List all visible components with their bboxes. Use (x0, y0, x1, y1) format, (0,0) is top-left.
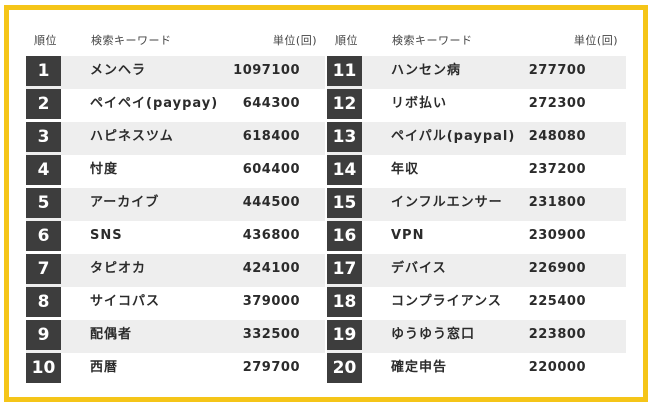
count-value: 379000 (242, 294, 300, 309)
table-row: 10 西暦 279700 (26, 353, 325, 386)
keyword-text: 確定申告 (391, 360, 448, 375)
rank-badge: 7 (26, 254, 61, 284)
count-value: 272300 (528, 96, 586, 111)
count-value: 230900 (528, 228, 586, 243)
rank-badge: 9 (26, 320, 61, 350)
unit-header: 単位(回) (573, 34, 618, 47)
count-value: 225400 (528, 294, 586, 309)
count-value: 237200 (528, 162, 586, 177)
keyword-header: 検索キーワード (392, 34, 473, 47)
keyword-text: SNS (90, 228, 123, 243)
rows-right: 11 ハンセン病 277700 12 リボ払い 272300 13 ペイパル(paypal) 2… (327, 56, 626, 386)
table-header: 順位 検索キーワード 単位(回) (327, 27, 626, 56)
ranking-frame: 順位 検索キーワード 単位(回) 1 メンヘラ 1097100 2 ペイペイ(paypa… (4, 5, 648, 402)
keyword-text: 忖度 (90, 162, 119, 177)
rank-badge: 12 (327, 89, 362, 119)
count-value: 220000 (528, 360, 586, 375)
rank-badge: 10 (26, 353, 61, 383)
keyword-text: ハンセン病 (391, 63, 462, 78)
table-row: 19 ゆうゆう窓口 223800 (327, 320, 626, 353)
keyword-text: VPN (391, 228, 425, 243)
rank-badge: 5 (26, 188, 61, 218)
table-header: 順位 検索キーワード 単位(回) (26, 27, 325, 56)
table-row: 1 メンヘラ 1097100 (26, 56, 325, 89)
table-row: 16 VPN 230900 (327, 221, 626, 254)
table-row: 15 インフルエンサー 231800 (327, 188, 626, 221)
keyword-text: タピオカ (90, 261, 147, 276)
table-row: 4 忖度 604400 (26, 155, 325, 188)
rank-badge: 6 (26, 221, 61, 251)
keyword-text: 配偶者 (90, 327, 133, 342)
count-value: 644300 (242, 96, 300, 111)
count-value: 223800 (528, 327, 586, 342)
keyword-text: 年収 (391, 162, 420, 177)
table-row: 6 SNS 436800 (26, 221, 325, 254)
unit-header: 単位(回) (272, 34, 317, 47)
count-value: 444500 (242, 195, 300, 210)
keyword-text: サイコパス (90, 294, 161, 309)
ranking-panel-left: 順位 検索キーワード 単位(回) 1 メンヘラ 1097100 2 ペイペイ(paypa… (26, 27, 325, 386)
rank-badge: 20 (327, 353, 362, 383)
keyword-text: ペイペイ(paypay) (90, 96, 219, 111)
table-row: 17 デバイス 226900 (327, 254, 626, 287)
table-row: 5 アーカイブ 444500 (26, 188, 325, 221)
count-value: 618400 (242, 129, 300, 144)
keyword-text: デバイス (391, 261, 447, 276)
keyword-header: 検索キーワード (91, 34, 172, 47)
rank-badge: 11 (327, 56, 362, 86)
table-row: 14 年収 237200 (327, 155, 626, 188)
rank-badge: 17 (327, 254, 362, 284)
table-row: 11 ハンセン病 277700 (327, 56, 626, 89)
keyword-text: ゆうゆう窓口 (391, 327, 476, 342)
count-value: 1097100 (233, 63, 300, 78)
count-value: 231800 (528, 195, 586, 210)
table-row: 20 確定申告 220000 (327, 353, 626, 386)
keyword-text: コンプライアンス (391, 294, 502, 309)
table-row: 7 タピオカ 424100 (26, 254, 325, 287)
table-row: 3 ハピネスツム 618400 (26, 122, 325, 155)
keyword-text: リボ払い (391, 96, 448, 111)
rank-badge: 2 (26, 89, 61, 119)
rank-badge: 15 (327, 188, 362, 218)
ranking-panel-right: 順位 検索キーワード 単位(回) 11 ハンセン病 277700 12 リボ払い 2723… (327, 27, 626, 386)
rank-badge: 16 (327, 221, 362, 251)
count-value: 604400 (242, 162, 300, 177)
rank-badge: 19 (327, 320, 362, 350)
keyword-text: メンヘラ (90, 63, 147, 78)
keyword-text: ハピネスツム (90, 129, 174, 144)
keyword-text: ペイパル(paypal) (391, 129, 516, 144)
count-value: 279700 (242, 360, 300, 375)
rank-badge: 18 (327, 287, 362, 317)
rows-left: 1 メンヘラ 1097100 2 ペイペイ(paypay) 644300 3 ハピネスツム 61… (26, 56, 325, 386)
table-row: 13 ペイパル(paypal) 248080 (327, 122, 626, 155)
rank-badge: 13 (327, 122, 362, 152)
count-value: 226900 (528, 261, 586, 276)
keyword-text: インフルエンサー (391, 195, 503, 210)
count-value: 277700 (528, 63, 586, 78)
table-row: 8 サイコパス 379000 (26, 287, 325, 320)
table-row: 9 配偶者 332500 (26, 320, 325, 353)
keyword-text: 西暦 (90, 360, 119, 375)
keyword-text: アーカイブ (90, 195, 160, 210)
count-value: 436800 (242, 228, 300, 243)
rank-badge: 14 (327, 155, 362, 185)
table-row: 12 リボ払い 272300 (327, 89, 626, 122)
rank-badge: 8 (26, 287, 61, 317)
rank-badge: 1 (26, 56, 61, 86)
rank-badge: 3 (26, 122, 61, 152)
count-value: 424100 (242, 261, 300, 276)
rank-header: 順位 (335, 34, 358, 47)
count-value: 248080 (528, 129, 586, 144)
table-row: 2 ペイペイ(paypay) 644300 (26, 89, 325, 122)
count-value: 332500 (242, 327, 300, 342)
table-row: 18 コンプライアンス 225400 (327, 287, 626, 320)
rank-header: 順位 (34, 34, 57, 47)
rank-badge: 4 (26, 155, 61, 185)
